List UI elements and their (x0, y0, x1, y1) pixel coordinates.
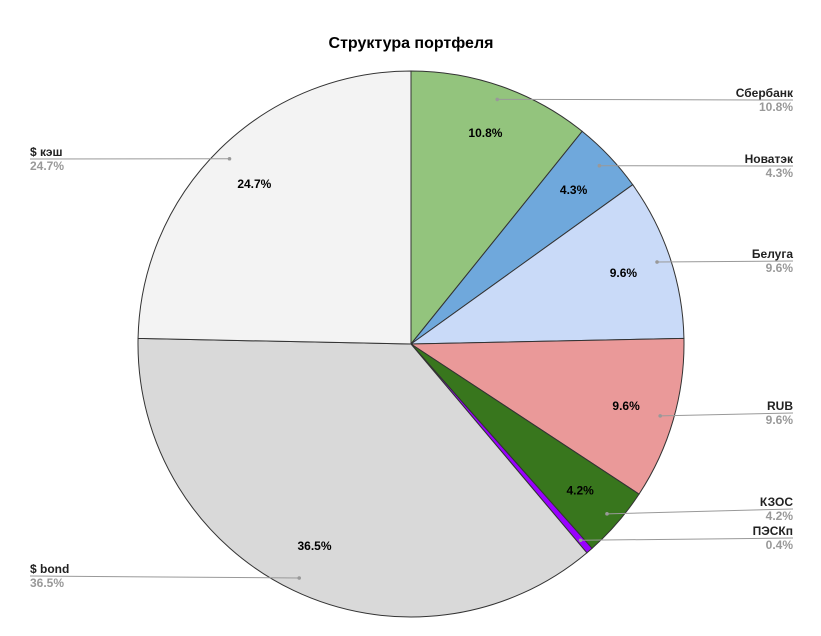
pie-slice (137, 337, 588, 618)
legend-label: Белуга (752, 247, 793, 261)
slice-label: 9.6% (612, 399, 640, 413)
legend-value: 10.8% (759, 100, 793, 114)
legend-value: 9.6% (766, 413, 794, 427)
slice-label: 4.3% (560, 183, 588, 197)
callout-line (660, 412, 794, 417)
slice-label: 4.2% (567, 484, 595, 498)
slice-label: 9.6% (610, 266, 638, 280)
slice-label: 10.8% (468, 126, 502, 140)
legend-label: $ кэш (30, 145, 62, 159)
callout-line (29, 575, 300, 579)
callout-dot (597, 163, 602, 168)
callout-line (497, 98, 794, 101)
legend-value: 9.6% (766, 261, 794, 275)
legend-value: 36.5% (30, 576, 64, 590)
callout-dot (655, 260, 659, 264)
legend-value: 4.3% (766, 166, 794, 180)
callout-dot (658, 414, 662, 418)
chart-title: Структура портфеля (329, 35, 494, 52)
callout-dot (227, 156, 232, 161)
pie-slice (409, 184, 685, 345)
pie-slice (137, 70, 412, 345)
callout-line (580, 537, 794, 541)
legend-label: КЗОС (760, 495, 793, 509)
callout-line (606, 508, 794, 515)
callout-dot (578, 538, 583, 543)
legend-label: Новатэк (745, 152, 794, 166)
callout-dot (297, 576, 302, 580)
legend-label: Сбербанк (736, 86, 794, 100)
slice-label: 36.5% (297, 539, 331, 553)
callout-line (657, 260, 794, 263)
legend-label: $ bond (30, 562, 69, 576)
legend-label: ПЭСКп (753, 524, 793, 538)
legend-value: 24.7% (30, 159, 64, 173)
legend-value: 0.4% (766, 538, 794, 552)
legend-value: 4.2% (766, 509, 794, 523)
legend-label: RUB (767, 399, 793, 413)
pie-slice (409, 337, 685, 495)
slice-label: 24.7% (237, 177, 271, 191)
pie-slice (410, 70, 583, 346)
callout-dot (605, 512, 609, 516)
callout-dot (495, 97, 500, 102)
